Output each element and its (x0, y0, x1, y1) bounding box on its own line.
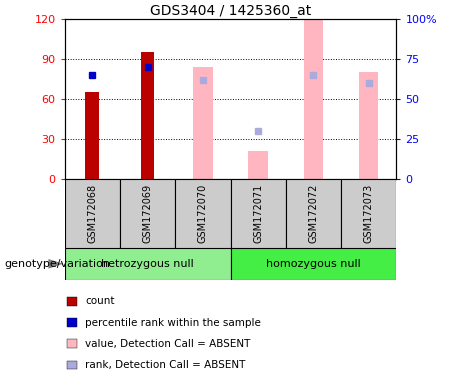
Text: homozygous null: homozygous null (266, 259, 361, 269)
Bar (304, 19, 323, 179)
Text: GSM172070: GSM172070 (198, 184, 208, 243)
Text: value, Detection Call = ABSENT: value, Detection Call = ABSENT (85, 339, 251, 349)
Text: GSM172069: GSM172069 (142, 184, 153, 243)
Bar (85, 92, 99, 179)
Text: count: count (85, 296, 115, 306)
Text: GSM172068: GSM172068 (87, 184, 97, 243)
Bar (175, 179, 230, 248)
Text: rank, Detection Call = ABSENT: rank, Detection Call = ABSENT (85, 360, 246, 370)
Bar (341, 179, 396, 248)
Text: percentile rank within the sample: percentile rank within the sample (85, 318, 261, 328)
Bar (193, 67, 213, 179)
Bar (359, 72, 378, 179)
Text: GSM172072: GSM172072 (308, 184, 319, 243)
Bar (286, 179, 341, 248)
Bar (65, 179, 120, 248)
Title: GDS3404 / 1425360_at: GDS3404 / 1425360_at (150, 4, 311, 18)
Polygon shape (48, 259, 63, 269)
Text: GSM172071: GSM172071 (253, 184, 263, 243)
Text: hetrozygous null: hetrozygous null (101, 259, 194, 269)
Bar (141, 52, 154, 179)
Bar (248, 151, 268, 179)
Text: genotype/variation: genotype/variation (5, 259, 111, 269)
Bar (230, 248, 396, 280)
Text: GSM172073: GSM172073 (364, 184, 374, 243)
Bar (65, 248, 230, 280)
Bar (120, 179, 175, 248)
Bar (230, 179, 286, 248)
